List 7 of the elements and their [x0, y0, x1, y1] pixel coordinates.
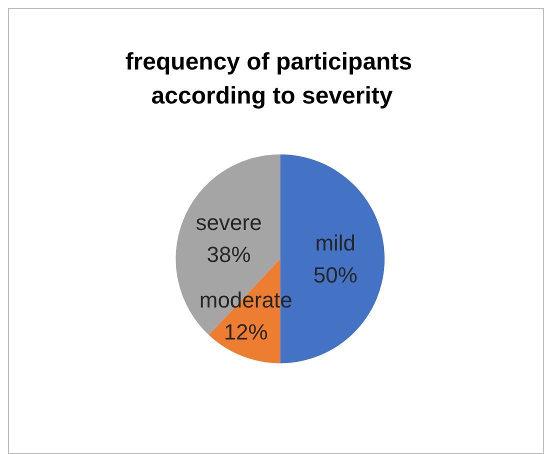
chart-title: frequency of participants according to severity	[125, 48, 419, 110]
data-label: 12%	[224, 320, 268, 345]
data-label: 50%	[313, 262, 358, 288]
slice-label: moderate	[199, 288, 292, 313]
data-label: 38%	[206, 242, 251, 267]
slice-label: severe	[196, 210, 262, 235]
slice-label: mild	[315, 230, 356, 256]
